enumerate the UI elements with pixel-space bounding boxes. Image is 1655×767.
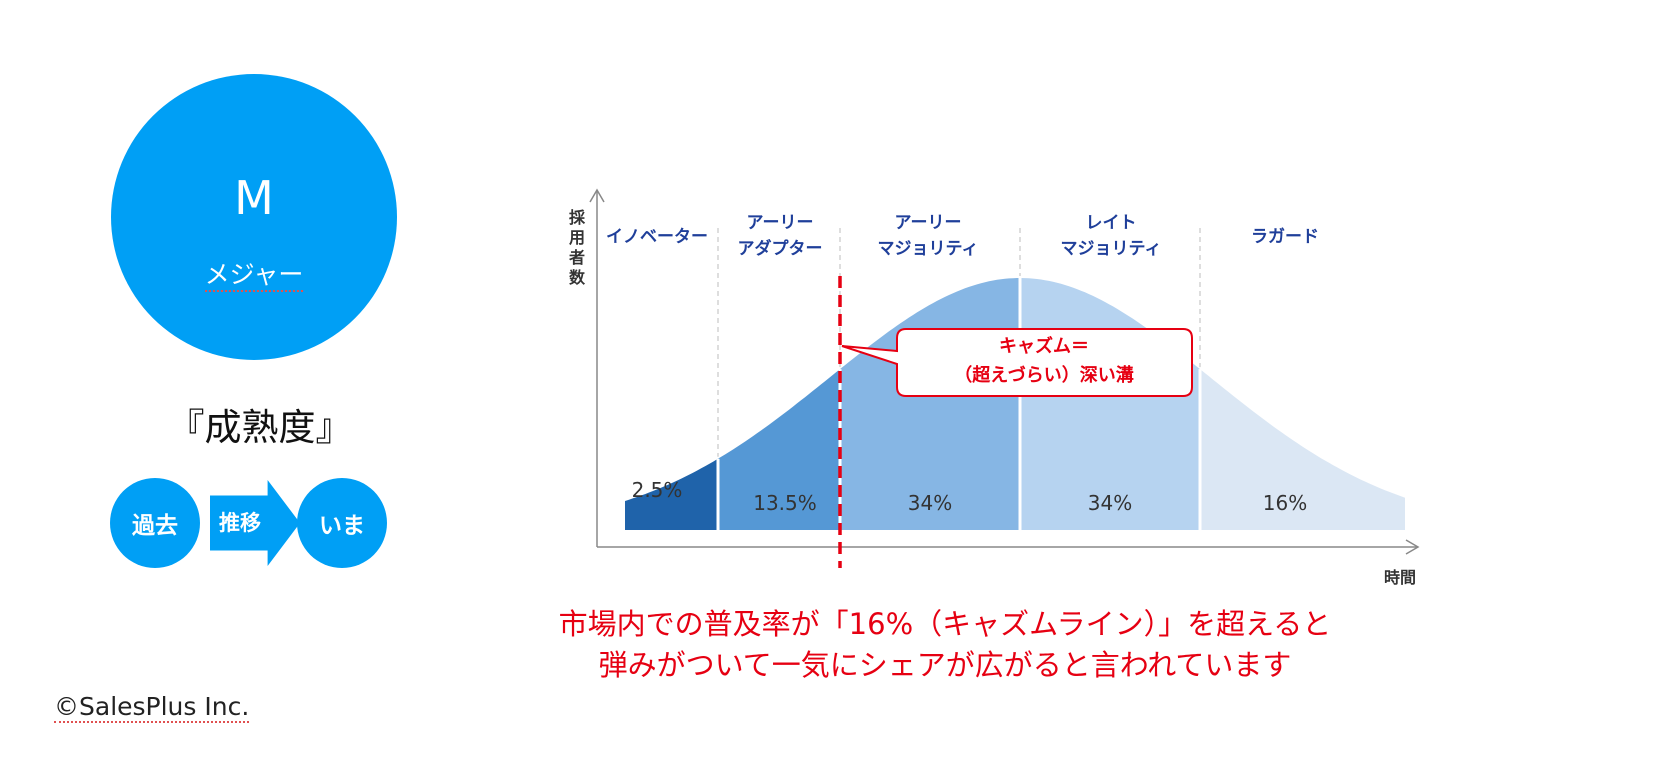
- segment-labels: イノベーター アーリーアダプター アーリーマジョリティ レイトマジョリティ ラガード: [606, 213, 1319, 259]
- stage-subtitle: メジャー: [111, 258, 397, 292]
- percent-labels: 2.5% 13.5% 34% 34% 16%: [632, 478, 1308, 515]
- segment-percent-label: 13.5%: [753, 491, 817, 515]
- x-axis-label: 時間: [1384, 568, 1416, 587]
- segment-percent-label: 34%: [1088, 491, 1132, 515]
- segment-percent-label: 16%: [1263, 491, 1307, 515]
- x-axis-arrow-icon: [1405, 539, 1420, 555]
- stage-letter: M: [234, 171, 274, 225]
- segment-name-label: レイトマジョリティ: [1061, 213, 1162, 259]
- now-circle: いま: [297, 478, 387, 568]
- chasm-callout-bubble: [841, 328, 1193, 397]
- chasm-callout-line1: キャズム＝: [999, 335, 1089, 357]
- maturity-heading: 『成熟度』: [167, 406, 353, 449]
- segment-area: [718, 278, 840, 530]
- segment-area: [1200, 278, 1405, 530]
- y-axis-label-char: 採: [569, 208, 586, 227]
- market-stage-circle: [111, 74, 397, 360]
- segment-percent-label: 34%: [908, 491, 952, 515]
- past-label: 過去: [132, 513, 178, 539]
- past-circle: 過去: [110, 478, 200, 568]
- chasm-callout-line2: （超えづらい）深い溝: [954, 364, 1133, 386]
- y-axis-arrow-icon: [589, 188, 605, 203]
- segment-dividers: [716, 228, 1202, 530]
- segment-name-label: ラガード: [1251, 227, 1319, 247]
- now-label: いま: [319, 513, 365, 539]
- transition-label: 推移: [219, 511, 261, 535]
- y-axis-label-char: 数: [569, 268, 586, 287]
- caption-line-2: 弾みがついて一気にシェアが広がると言われています: [598, 648, 1292, 682]
- segment-name-label: アーリーマジョリティ: [878, 213, 979, 259]
- y-axis-label-char: 者: [568, 248, 585, 267]
- y-axis-label-char: 用: [569, 228, 585, 247]
- segment-name-label: アーリーアダプター: [738, 213, 823, 259]
- copyright-text: ©SalesPlus Inc.: [54, 692, 250, 723]
- caption-line-1: 市場内での普及率が「16%（キャズムライン）」を超えると: [558, 607, 1332, 641]
- segment-percent-label: 2.5%: [632, 478, 683, 502]
- segment-name-label: イノベーター: [606, 227, 708, 247]
